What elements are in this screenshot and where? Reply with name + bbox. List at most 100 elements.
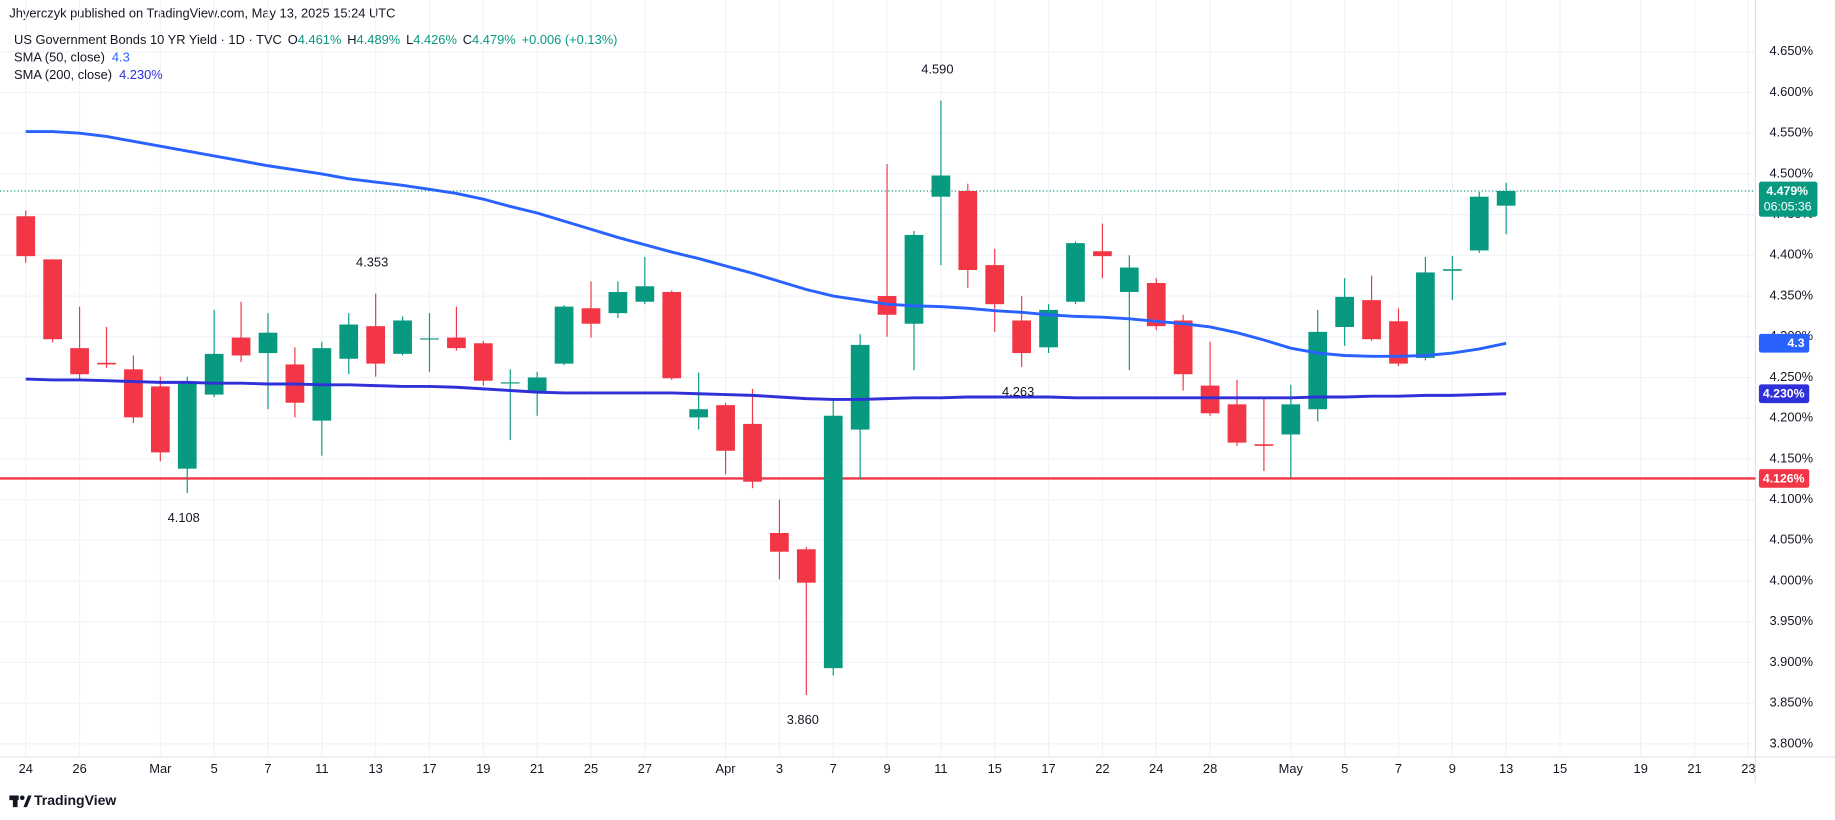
legend-sma-value: 4.3: [112, 50, 130, 65]
candle-body: [393, 320, 412, 354]
candle-body: [500, 382, 520, 384]
y-tick-label: 4.000%: [1769, 572, 1813, 587]
y-tick-label: 4.150%: [1769, 450, 1813, 465]
candle-body: [581, 308, 601, 324]
candle-body: [70, 348, 89, 375]
candle-body: [608, 291, 628, 314]
last-price-label: 4.479%: [1766, 184, 1808, 198]
x-tick-label: 15: [1553, 761, 1567, 776]
candle-body: [1389, 321, 1408, 364]
candle-body: [1254, 444, 1274, 446]
candle-body: [1200, 385, 1220, 414]
footer-brand: TradingView: [34, 792, 116, 808]
x-tick-label: 9: [1449, 761, 1456, 776]
candle-body: [1173, 320, 1193, 375]
y-tick-label: 3.950%: [1769, 613, 1813, 628]
legend-value: 4.426%: [413, 32, 457, 47]
legend-sma-value: 4.230%: [119, 67, 163, 82]
x-tick-label: Mar: [149, 761, 172, 776]
annotation: 4.353: [356, 255, 388, 270]
candle-body: [258, 332, 278, 354]
legend-sma: SMA (200, close) 4.230%: [14, 67, 163, 82]
candle-body: [850, 344, 870, 430]
x-tick-label: 9: [883, 761, 890, 776]
candle-body: [527, 377, 547, 392]
x-tick-label: 17: [422, 761, 436, 776]
candle-body: [662, 291, 682, 379]
candle-body: [43, 259, 63, 340]
candle-body: [1469, 196, 1489, 251]
logo-part: [9, 795, 19, 801]
y-tick-label: 3.900%: [1769, 654, 1813, 669]
candle-body: [1146, 283, 1166, 327]
legend-value: 4.489%: [357, 32, 401, 47]
candle-body: [554, 306, 574, 364]
logo-part: [12, 798, 18, 808]
x-tick-label: 13: [1499, 761, 1513, 776]
countdown: 06:05:36: [1764, 200, 1812, 214]
x-tick-label: 7: [1395, 761, 1402, 776]
x-tick-label: 25: [584, 761, 598, 776]
candle-body: [958, 190, 978, 270]
x-tick-label: Apr: [716, 761, 737, 776]
price-tag: [1758, 333, 1810, 353]
candle-body: [1066, 243, 1085, 302]
x-tick-label: 27: [638, 761, 652, 776]
x-tick-label: 23: [1741, 761, 1755, 776]
x-tick-label: 22: [1095, 761, 1109, 776]
candle-body: [770, 532, 789, 552]
y-tick-label: 3.800%: [1769, 735, 1813, 750]
x-tick-label: 11: [315, 761, 328, 776]
candle-body: [1496, 190, 1516, 206]
candle-body: [366, 326, 386, 364]
candle-body: [1416, 272, 1435, 358]
price-tag: [1758, 469, 1810, 488]
legend-sma-name: SMA (200, close): [14, 67, 112, 82]
y-tick-label: 4.650%: [1769, 43, 1813, 58]
header: Jhyerczyk published on TradingView.com, …: [9, 5, 395, 20]
x-tick-label: May: [1279, 761, 1304, 776]
legend-key: H: [347, 32, 356, 47]
y-tick-label: 4.500%: [1769, 165, 1813, 180]
annotation: 4.108: [168, 510, 200, 525]
x-tick-label: 24: [1149, 761, 1163, 776]
candle-body: [1281, 404, 1301, 435]
y-tick-label: 4.200%: [1769, 410, 1813, 425]
candle-body: [1335, 296, 1355, 327]
candle-body: [16, 216, 36, 257]
candle-body: [635, 286, 655, 302]
candle-body: [796, 549, 816, 583]
candle-body: [931, 175, 951, 197]
candle-body: [97, 362, 116, 365]
x-tick-label: 7: [830, 761, 837, 776]
candle-body: [124, 369, 143, 418]
candle-body: [1012, 320, 1032, 354]
legend-title: US Government Bonds 10 YR Yield · 1D · T…: [14, 32, 282, 47]
candle-body: [204, 353, 224, 395]
x-tick-label: 17: [1041, 761, 1055, 776]
x-tick-label: 7: [264, 761, 271, 776]
annotation: 3.860: [787, 712, 819, 727]
logo-part: [19, 795, 25, 801]
legend-sma-name: SMA (50, close): [14, 50, 105, 65]
y-tick-label: 4.400%: [1769, 247, 1813, 262]
annotation: 4.590: [921, 62, 953, 77]
x-tick-label: 24: [19, 761, 33, 776]
candle-body: [150, 386, 170, 453]
price-tag-label: 4.126%: [1763, 471, 1805, 485]
candle-body: [743, 423, 762, 482]
x-tick-label: 21: [1687, 761, 1701, 776]
legend-sma: SMA (50, close) 4.3: [14, 50, 130, 65]
candle-body: [985, 265, 1005, 305]
x-tick-label: 28: [1203, 761, 1217, 776]
x-tick-label: 15: [988, 761, 1002, 776]
candle-body: [177, 383, 197, 469]
last-price-tag: [1758, 181, 1818, 217]
legend-key: L: [406, 32, 413, 47]
candle-body: [1093, 251, 1112, 257]
y-tick-label: 4.550%: [1769, 125, 1813, 140]
candle-body: [1442, 269, 1462, 271]
legend-value: 4.479%: [472, 32, 516, 47]
